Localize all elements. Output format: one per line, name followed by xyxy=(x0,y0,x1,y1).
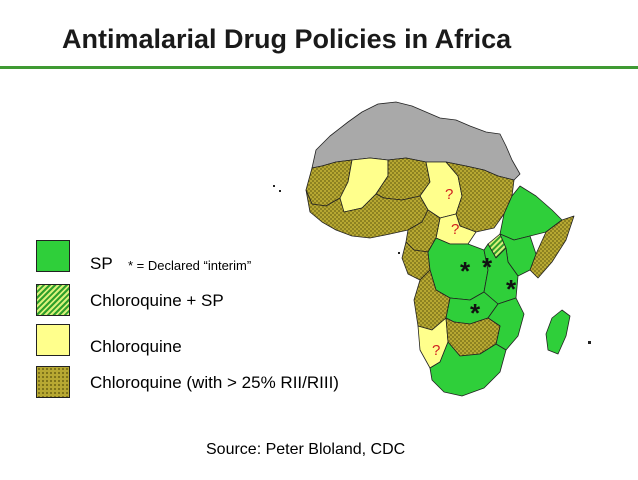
interim-marker: * xyxy=(506,274,517,304)
interim-marker: * xyxy=(460,256,471,286)
title-divider xyxy=(0,66,638,69)
legend-swatch-sp xyxy=(36,240,70,272)
interim-marker: * xyxy=(482,252,493,282)
legend-note-interim: * = Declared “interim” xyxy=(128,258,252,273)
unknown-marker: ? xyxy=(451,221,459,238)
interim-marker: * xyxy=(470,298,481,328)
region-west-coast xyxy=(305,189,429,239)
legend-label-sp: SP xyxy=(90,254,113,273)
legend-label-resistance: Chloroquine (with > 25% RII/RIII) xyxy=(90,373,339,392)
legend-swatch-chloroquine xyxy=(36,324,70,356)
region-madagascar xyxy=(545,309,571,355)
source-credit: Source: Peter Bloland, CDC xyxy=(206,441,406,458)
legend-swatch-combo xyxy=(36,284,70,316)
unknown-marker: ? xyxy=(432,342,440,359)
legend-label-chloroquine: Chloroquine xyxy=(90,337,182,356)
legend-label-combo: Chloroquine + SP xyxy=(90,291,224,310)
region-tanzania xyxy=(483,243,519,305)
legend-swatch-resistance xyxy=(36,366,70,398)
page-title: Antimalarial Drug Policies in Africa xyxy=(62,24,512,54)
unknown-marker: ? xyxy=(445,186,453,203)
region-south-africa xyxy=(429,341,507,397)
cape-verde-islands xyxy=(273,185,275,187)
region-sudan xyxy=(445,161,515,233)
